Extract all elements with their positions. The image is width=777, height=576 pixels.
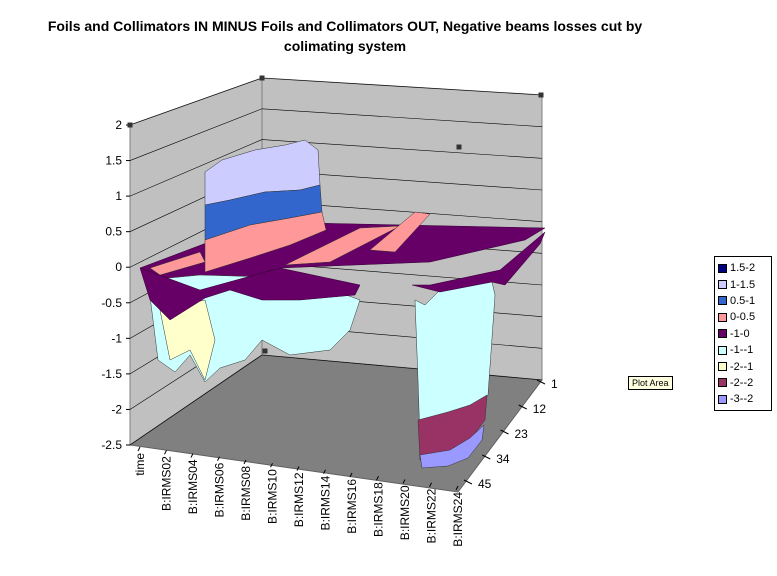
legend: 1.5-2 1-1.5 0.5-1 0-0.5 -1-0 -1--1 -2--1 -2--2 -… (714, 256, 772, 411)
legend-label: 0-0.5 (730, 311, 756, 324)
surface-dip-left-low (159, 299, 216, 381)
plot-area-tooltip: Plot Area (628, 376, 673, 390)
x-category-label: time (133, 453, 147, 476)
surface-ridge-3 (149, 251, 206, 276)
selection-handle (456, 144, 462, 150)
legend-item: 0-0.5 (718, 309, 769, 325)
z-tick-label: 0.5 (105, 225, 122, 239)
surface-trough-rim (411, 231, 546, 293)
legend-label: -1-0 (730, 327, 750, 340)
x-category-label: B:IRMS18 (372, 482, 386, 537)
x-category-label: B:IRMS16 (345, 479, 359, 534)
y-tick-label: 1 (551, 377, 558, 391)
x-tick-mark (376, 476, 379, 481)
x-tick-mark (296, 466, 300, 471)
y-tick-mark (536, 379, 546, 385)
y-tick-label: 12 (533, 402, 547, 416)
legend-swatch (718, 345, 727, 355)
legend-label: -3--2 (730, 393, 754, 406)
legend-item: 1-1.5 (718, 276, 769, 292)
legend-label: 0.5-1 (730, 294, 756, 307)
legend-swatch (718, 263, 727, 273)
legend-item: -3--2 (718, 391, 769, 407)
x-category-label: B:IRMS04 (186, 459, 200, 514)
surface-ridge-negative (139, 267, 361, 321)
x-tick-mark (349, 472, 353, 478)
x-tick-mark (243, 459, 247, 465)
legend-item: 1.5-2 (718, 260, 769, 276)
legend-swatch (718, 312, 727, 322)
legend-label: 1.5-2 (730, 262, 756, 275)
y-tick-mark (500, 429, 509, 435)
z-tick-label: 1.5 (105, 154, 122, 168)
legend-label: -2--1 (730, 360, 754, 373)
z-tick-label: -1 (111, 331, 122, 345)
x-tick-mark (402, 479, 406, 484)
z-tick-label: -2 (111, 402, 122, 416)
gridline (129, 139, 543, 197)
x-tick-mark (137, 446, 141, 452)
x-tick-mark (429, 482, 432, 487)
legend-label: -1--1 (730, 344, 754, 357)
z-tick-label: 2 (115, 118, 122, 132)
legend-item: -2--1 (718, 358, 769, 374)
selection-handle (262, 348, 268, 354)
x-tick-mark (323, 469, 326, 474)
selection-handle (127, 122, 133, 128)
x-category-label: B:IRMS22 (425, 488, 439, 543)
legend-swatch (718, 329, 727, 339)
x-category-label: B:IRMS24 (451, 492, 465, 547)
legend-swatch (718, 296, 727, 306)
y-tick-mark (463, 479, 473, 485)
y-tick-mark (482, 454, 491, 460)
x-category-label: B:IRMS14 (319, 475, 333, 530)
x-category-label: B:IRMS12 (292, 472, 306, 527)
chart-title-line-2: colimating system (283, 38, 407, 54)
surface-peak-low (204, 211, 327, 273)
legend-item: -1-0 (718, 326, 769, 342)
z-tick-label: -1.5 (101, 367, 122, 381)
chart-title: Foils and Collimators IN MINUS Foils and… (0, 16, 690, 56)
legend-swatch (718, 378, 727, 388)
z-tick-label: -2.5 (101, 438, 122, 452)
x-tick-mark (270, 463, 273, 468)
surface-ridge-2 (369, 211, 431, 253)
legend-swatch (718, 280, 727, 290)
x-tick-mark (455, 485, 459, 491)
legend-item: 0.5-1 (718, 293, 769, 309)
gridline (129, 108, 543, 161)
x-category-label: B:IRMS10 (266, 469, 280, 524)
selection-handle (259, 75, 265, 81)
x-category-label: B:IRMS08 (239, 466, 253, 521)
y-tick-label: 34 (496, 452, 510, 466)
x-category-label: B:IRMS20 (398, 485, 412, 540)
surface-trough-low (419, 424, 485, 469)
legend-label: -2--2 (730, 376, 754, 389)
x-tick-mark (217, 456, 220, 461)
chart-title-line-1: Foils and Collimators IN MINUS Foils and… (47, 18, 643, 34)
legend-swatch (718, 394, 727, 404)
z-tick-label: 1 (115, 189, 122, 203)
legend-item: -2--2 (718, 375, 769, 391)
legend-label: 1-1.5 (730, 278, 756, 291)
selection-handle (538, 92, 544, 98)
legend-swatch (718, 362, 727, 372)
y-tick-mark (518, 404, 527, 410)
z-tick-label: -0.5 (101, 296, 122, 310)
x-tick-mark (190, 453, 194, 458)
x-category-label: B:IRMS06 (213, 462, 227, 517)
x-tick-mark (164, 450, 167, 455)
z-tick-label: 0 (115, 260, 122, 274)
x-category-label: B:IRMS02 (160, 456, 174, 511)
y-tick-label: 45 (478, 477, 492, 491)
y-tick-label: 23 (515, 427, 529, 441)
legend-item: -1--1 (718, 342, 769, 358)
